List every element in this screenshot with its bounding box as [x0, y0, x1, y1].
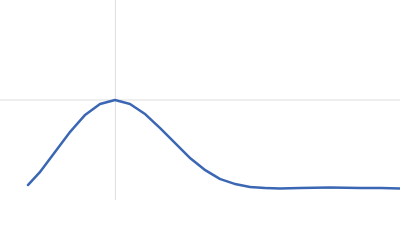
data-line — [26, 98, 400, 190]
chart — [0, 0, 400, 200]
page: (() => { const data = JSON.parse(documen… — [0, 0, 400, 200]
